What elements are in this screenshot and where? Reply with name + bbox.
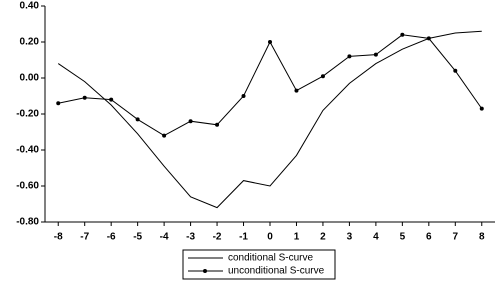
series-line (58, 34, 483, 137)
x-tick-label: -4 (160, 232, 169, 243)
x-tick-label: 3 (347, 232, 353, 243)
y-tick-label: 0.20 (20, 37, 40, 48)
x-tick-label: -5 (133, 232, 142, 243)
point (82, 95, 87, 100)
x-tick-label: -6 (107, 232, 116, 243)
x-tick-label: 2 (320, 232, 326, 243)
legend-marker (203, 269, 207, 273)
point (294, 88, 299, 93)
point (400, 32, 405, 37)
point (215, 122, 220, 127)
y-tick-label: -0.40 (16, 145, 39, 156)
legend-box (182, 249, 336, 280)
x-tick-label: 1 (294, 232, 300, 243)
y-tick-label: -0.80 (16, 217, 39, 228)
point (241, 94, 246, 98)
legend-label: conditional S-curve (228, 253, 313, 264)
x-tick-label: -1 (239, 232, 248, 243)
point (188, 119, 193, 124)
legend-label: unconditional S-curve (228, 266, 325, 277)
point (426, 36, 431, 41)
x-tick-label: -3 (186, 232, 195, 243)
x-tick-label: 6 (426, 232, 432, 243)
x-tick-label: -7 (80, 232, 89, 243)
x-tick-label: 4 (373, 232, 379, 243)
x-tick-label: -2 (213, 232, 222, 243)
point (109, 97, 114, 102)
series-line (57, 30, 482, 209)
y-tick-label: 0.00 (20, 73, 40, 84)
x-tick-label: 7 (453, 232, 459, 243)
point (453, 68, 458, 73)
point (347, 54, 352, 59)
point (479, 106, 484, 111)
x-tick-label: 8 (479, 232, 485, 243)
point (135, 117, 140, 122)
y-tick-label: 0.40 (20, 1, 40, 12)
point (162, 133, 167, 138)
point (268, 40, 272, 44)
point (320, 74, 325, 79)
y-tick-label: -0.60 (16, 181, 39, 192)
y-tick-label: -0.20 (16, 109, 39, 120)
point (373, 52, 378, 57)
x-tick-label: 5 (400, 232, 406, 243)
point (56, 101, 61, 106)
x-tick-label: -8 (54, 232, 63, 243)
legend: conditional S-curve unconditional S-curve (182, 249, 336, 280)
x-tick-label: 0 (267, 232, 273, 243)
